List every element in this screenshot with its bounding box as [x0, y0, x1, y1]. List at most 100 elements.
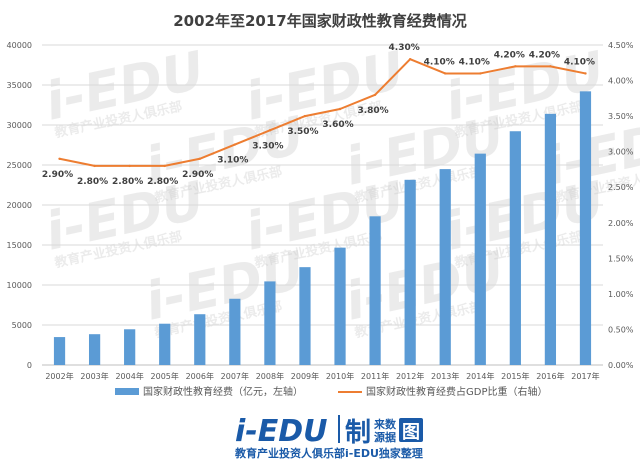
bar: [264, 281, 276, 365]
bar: [124, 329, 136, 365]
line-data-label: 4.20%: [494, 50, 525, 60]
left-tick-label: 30000: [7, 121, 32, 130]
right-tick-label: 0.50%: [608, 325, 634, 334]
x-tick-label: 2017年: [571, 371, 599, 381]
x-tick-label: 2008年: [256, 371, 284, 381]
line-data-label: 3.30%: [252, 141, 283, 151]
bar: [509, 131, 521, 365]
line-point: [444, 72, 447, 75]
x-axis-ticks: 2002年 2003年 2004年 2005年 2006年 2007年 2008年 2009年…: [45, 371, 599, 381]
bar: [88, 334, 101, 365]
footer-divider: [338, 415, 340, 443]
left-tick-label: 20000: [7, 201, 32, 210]
bar: [369, 216, 381, 365]
right-tick-label: 0.00%: [608, 361, 634, 370]
left-tick-label: 5000: [12, 321, 32, 330]
bar: [53, 337, 66, 365]
line-data-label: 3.60%: [322, 120, 353, 130]
legend-line-label: 国家财政性教育经费占GDP比重（右轴）: [366, 385, 547, 398]
x-tick-label: 2005年: [151, 371, 179, 381]
bar: [299, 267, 311, 365]
chart-title: 2002年至2017年国家财政性教育经费情况: [173, 12, 467, 30]
line-point: [198, 157, 201, 160]
x-tick-label: 2003年: [80, 371, 108, 381]
right-tick-label: 3.00%: [608, 148, 634, 157]
bar: [159, 323, 171, 365]
left-tick-label: 15000: [7, 241, 32, 250]
x-tick-label: 2014年: [466, 371, 494, 381]
footer-logo: i-EDU 制 来数 源据 图 教育产业投资人俱乐部 i-EDU独家整理: [234, 414, 423, 460]
line-data-label: 3.10%: [217, 156, 248, 166]
left-axis-ticks: 0 5000 10000 15000 20000 25000 30000 35000 40000: [7, 41, 32, 370]
line-point: [373, 93, 377, 96]
line-data-label: 4.10%: [424, 57, 455, 67]
line-series: [58, 58, 587, 168]
right-tick-label: 3.50%: [608, 112, 634, 121]
x-tick-label: 2004年: [115, 371, 143, 381]
right-tick-label: 2.50%: [608, 183, 634, 192]
line-point: [268, 129, 272, 132]
line-point: [303, 114, 307, 118]
footer-source-bottom: 源据: [374, 430, 396, 444]
left-tick-label: 40000: [7, 41, 32, 50]
bar: [474, 153, 486, 365]
x-tick-label: 2002年: [45, 371, 73, 381]
line-data-label: 3.80%: [357, 106, 388, 116]
x-tick-label: 2007年: [221, 371, 249, 381]
line-data-label: 2.80%: [147, 177, 178, 187]
line-point: [233, 143, 237, 146]
legend: 国家财政性教育经费（亿元，左轴） 国家财政性教育经费占GDP比重（右轴）: [115, 385, 547, 398]
x-tick-label: 2012年: [396, 371, 424, 381]
right-tick-label: 4.50%: [608, 41, 634, 50]
bar: [544, 113, 557, 365]
x-tick-label: 2016年: [536, 371, 564, 381]
line-point: [128, 164, 131, 168]
footer-chart-char: 图: [402, 422, 420, 443]
bar: [439, 169, 451, 365]
left-tick-label: 25000: [7, 161, 32, 170]
right-tick-label: 4.00%: [608, 77, 634, 86]
footer-right-caption: i-EDU独家整理: [345, 446, 423, 460]
x-tick-label: 2010年: [326, 371, 354, 381]
right-tick-label: 1.50%: [608, 254, 634, 263]
x-tick-label: 2009年: [291, 371, 319, 381]
line-data-label: 4.20%: [529, 50, 560, 60]
bar: [334, 247, 346, 365]
bar: [404, 179, 416, 365]
line-point: [584, 72, 587, 75]
line-point: [93, 164, 96, 168]
right-tick-label: 1.00%: [608, 290, 634, 299]
line-data-label: 4.30%: [389, 43, 420, 53]
line-data-label: 3.50%: [287, 127, 318, 137]
line-path: [59, 58, 586, 167]
bar-series: [53, 91, 592, 365]
footer-chart-box: [399, 418, 423, 442]
line-point: [338, 107, 342, 111]
bar: [229, 298, 241, 365]
legend-bar-label: 国家财政性教育经费（亿元，左轴）: [143, 385, 303, 398]
line-data-label: 2.90%: [182, 170, 213, 180]
bar: [579, 91, 592, 365]
line-point: [163, 164, 166, 168]
left-tick-label: 0: [27, 361, 32, 370]
footer-brand-char: 制: [345, 418, 371, 448]
footer-logo-text: i-EDU: [235, 414, 328, 449]
footer-source-top: 来数: [373, 417, 397, 431]
x-tick-label: 2011年: [361, 371, 389, 381]
x-tick-label: 2006年: [186, 371, 214, 381]
line-data-label: 2.90%: [42, 170, 73, 180]
right-tick-label: 2.00%: [608, 219, 634, 228]
legend-bar-swatch: [115, 388, 139, 395]
line-data-labels: 2.90% 2.80% 2.80% 2.80% 2.90% 3.10% 3.30% 3.50%…: [42, 43, 595, 187]
line-point: [408, 58, 412, 61]
line-point: [58, 157, 61, 160]
line-data-label: 4.10%: [459, 57, 490, 67]
footer-left-caption: 教育产业投资人俱乐部: [234, 446, 345, 460]
line-data-label: 2.80%: [112, 177, 143, 187]
line-data-label: 2.80%: [77, 177, 108, 187]
bar: [194, 314, 206, 365]
line-point: [549, 65, 552, 68]
